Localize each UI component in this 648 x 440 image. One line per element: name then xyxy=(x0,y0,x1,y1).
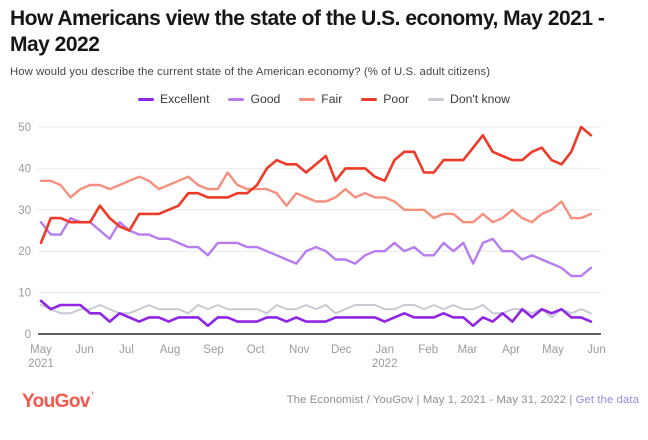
dont-know-line-swatch-icon xyxy=(428,97,445,101)
yougov-logo-apostrophe-icon: ’ xyxy=(90,390,94,402)
x-tick-label-aug: Aug xyxy=(160,344,180,356)
legend-label-excellent: Excellent xyxy=(160,92,210,106)
fair-line-swatch-icon xyxy=(299,97,316,101)
y-tick-label-50: 50 xyxy=(18,122,31,134)
x-tick-label-may: May xyxy=(30,344,52,356)
legend-item-good: Good xyxy=(228,92,280,106)
line-fair xyxy=(39,171,593,224)
legend-label-poor: Poor xyxy=(383,92,410,106)
x-tick-label-jun: Jun xyxy=(587,344,606,356)
footer: YouGov’ The Economist / YouGov | May 1, … xyxy=(0,384,648,420)
y-tick-label-20: 20 xyxy=(18,246,31,258)
x-tick-label-nov: Nov xyxy=(289,344,310,356)
x-tick-label-mar: Mar xyxy=(458,344,478,356)
page-title: How Americans view the state of the U.S.… xyxy=(10,7,605,56)
x-tick-label-jul: Jul xyxy=(119,344,134,356)
x-tick-year-2022: 2022 xyxy=(372,358,398,370)
y-tick-label-10: 10 xyxy=(18,288,31,300)
line-excellent xyxy=(39,299,593,327)
x-tick-label-feb: Feb xyxy=(418,344,438,356)
y-tick-label-0: 0 xyxy=(25,329,31,341)
legend-item-dont-know: Don't know xyxy=(428,92,510,106)
legend-label-fair: Fair xyxy=(321,92,343,106)
header: How Americans view the state of the U.S.… xyxy=(10,6,642,58)
x-tick-label-jun: Jun xyxy=(75,344,94,356)
excellent-line-swatch-icon xyxy=(138,97,155,101)
x-tick-label-apr: Apr xyxy=(502,344,520,356)
x-tick-label-oct: Oct xyxy=(247,344,266,356)
yougov-logo-text: YouGov xyxy=(22,391,90,412)
source-text: The Economist / YouGov | May 1, 2021 - M… xyxy=(286,394,573,406)
legend-label-good: Good xyxy=(250,92,281,106)
chart-subtitle: How would you describe the current state… xyxy=(10,66,491,78)
good-line-swatch-icon xyxy=(228,97,245,101)
poor-line-swatch-icon xyxy=(361,97,378,101)
x-tick-label-dec: Dec xyxy=(331,344,352,356)
legend-label-dont-know: Don't know xyxy=(450,92,510,106)
legend-item-excellent: Excellent xyxy=(138,92,209,106)
line-good xyxy=(39,216,593,278)
x-tick-label-sep: Sep xyxy=(203,344,223,356)
line-don-t-know xyxy=(40,304,592,319)
get-the-data-link[interactable]: Get the data xyxy=(575,394,639,406)
x-tick-year-2021: 2021 xyxy=(28,358,54,370)
line-poor xyxy=(39,125,593,245)
legend: Excellent Good Fair Poor Don't know xyxy=(0,92,648,106)
x-tick-label-may: May xyxy=(542,344,564,356)
yougov-logo: YouGov’ xyxy=(22,390,94,413)
line-chart: 0 10 20 30 40 50 May 2021 Jun Jul Aug Sep Oct Nov Dec J… xyxy=(18,122,606,370)
source-attribution: The Economist / YouGov | May 1, 2021 - M… xyxy=(287,394,639,406)
x-tick-label-jan: Jan xyxy=(375,344,394,356)
y-tick-label-40: 40 xyxy=(18,163,31,175)
legend-item-poor: Poor xyxy=(361,92,409,106)
legend-item-fair: Fair xyxy=(299,92,342,106)
y-tick-label-30: 30 xyxy=(18,205,31,217)
